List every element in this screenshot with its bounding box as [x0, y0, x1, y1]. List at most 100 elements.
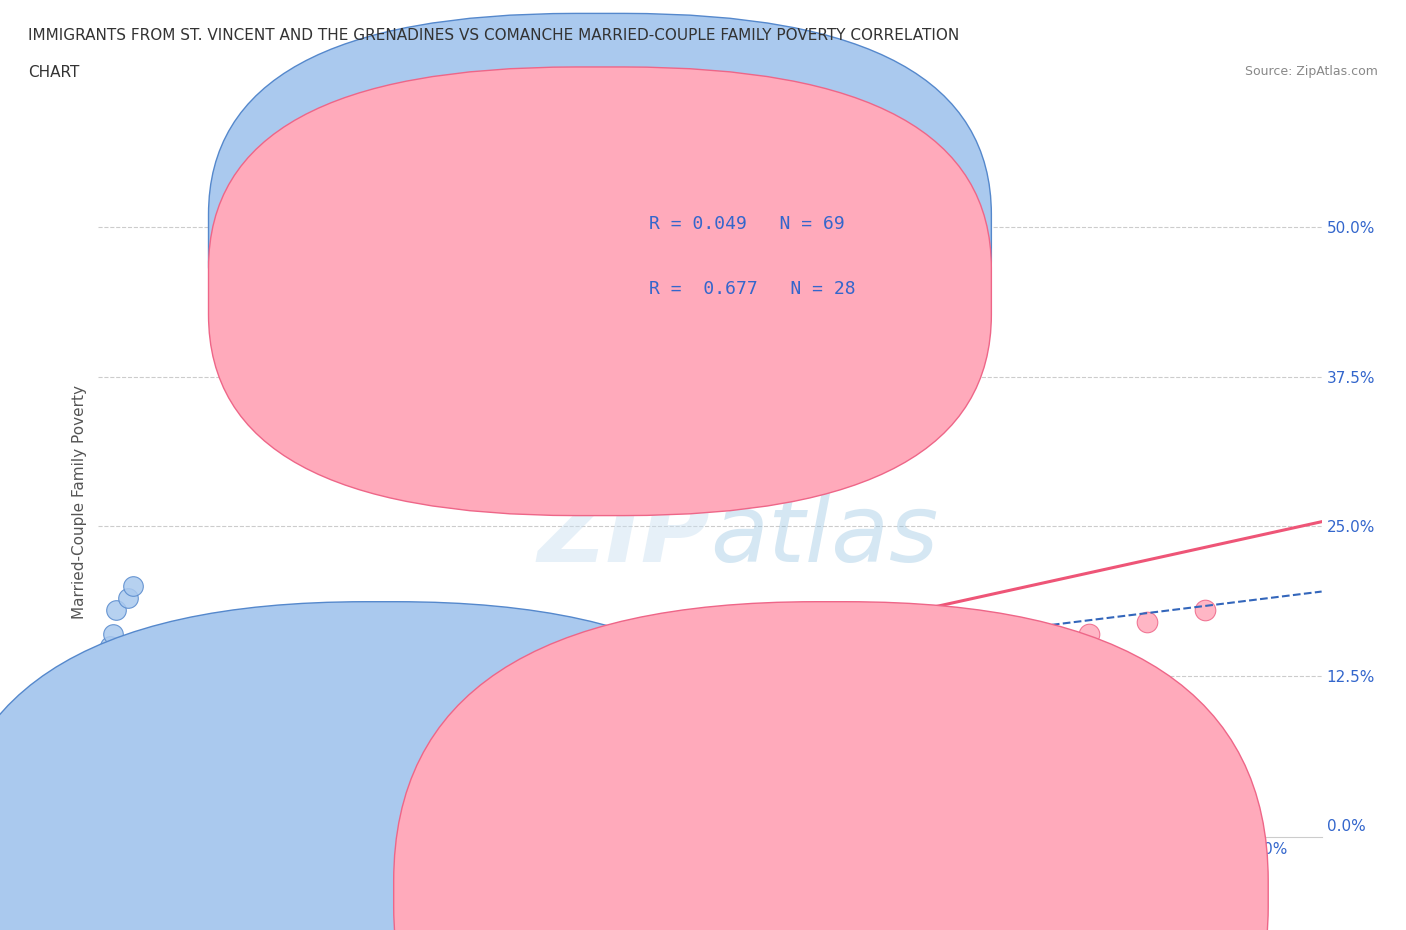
Point: [903, 638, 925, 653]
Point: [960, 662, 983, 677]
Text: Immigrants from St. Vincent and the Grenadines: Immigrants from St. Vincent and the Gren…: [404, 886, 761, 901]
Point: [96, 793, 118, 808]
Point: [96, 734, 118, 749]
Point: [1136, 615, 1159, 630]
Text: ZIP: ZIP: [537, 490, 710, 581]
Point: [465, 698, 488, 713]
Point: [117, 793, 139, 808]
Point: [136, 710, 159, 724]
Point: [699, 662, 721, 677]
Point: [90, 770, 112, 785]
Point: [108, 746, 131, 761]
Point: [120, 782, 142, 797]
Point: [728, 662, 751, 677]
Text: IMMIGRANTS FROM ST. VINCENT AND THE GRENADINES VS COMANCHE MARRIED-COUPLE FAMILY: IMMIGRANTS FROM ST. VINCENT AND THE GREN…: [28, 28, 959, 43]
Point: [128, 746, 150, 761]
Point: [101, 805, 124, 820]
Point: [786, 686, 808, 701]
Point: [932, 650, 955, 665]
Point: [96, 758, 118, 773]
Point: [98, 805, 121, 820]
Point: [93, 734, 115, 749]
Point: [96, 662, 118, 677]
Point: [122, 770, 145, 785]
Point: [117, 758, 139, 773]
Point: [155, 722, 177, 737]
Point: [93, 782, 115, 797]
Point: [815, 650, 838, 665]
Point: [90, 722, 112, 737]
Point: [553, 698, 575, 713]
Text: Comanche: Comanche: [853, 886, 932, 901]
Point: [90, 698, 112, 713]
Point: [114, 722, 136, 737]
Point: [139, 698, 162, 713]
Point: [98, 638, 121, 653]
Y-axis label: Married-Couple Family Poverty: Married-Couple Family Poverty: [72, 385, 87, 619]
Point: [98, 710, 121, 724]
Point: [93, 722, 115, 737]
Point: [90, 805, 112, 820]
Point: [524, 219, 547, 234]
Point: [93, 805, 115, 820]
Point: [90, 793, 112, 808]
Point: [125, 758, 148, 773]
Point: [101, 626, 124, 641]
Point: [93, 746, 115, 761]
Point: [90, 746, 112, 761]
Point: [98, 782, 121, 797]
Point: [117, 722, 139, 737]
Point: [90, 758, 112, 773]
Point: [93, 770, 115, 785]
Point: [131, 734, 153, 749]
Point: [111, 734, 134, 749]
Point: [98, 734, 121, 749]
Point: [98, 758, 121, 773]
Point: [145, 770, 167, 785]
Point: [104, 758, 127, 773]
FancyBboxPatch shape: [208, 13, 991, 462]
Point: [120, 710, 142, 724]
Point: [104, 793, 127, 808]
Point: [204, 746, 226, 761]
Text: R = 0.049   N = 69: R = 0.049 N = 69: [648, 216, 845, 233]
Point: [378, 710, 401, 724]
Point: [163, 686, 186, 701]
Point: [93, 793, 115, 808]
Point: [524, 710, 547, 724]
Point: [145, 674, 167, 689]
Point: [122, 578, 145, 593]
FancyBboxPatch shape: [538, 194, 955, 328]
Point: [437, 674, 460, 689]
Point: [101, 734, 124, 749]
Point: [1077, 626, 1099, 641]
Point: [93, 710, 115, 724]
Point: [104, 603, 127, 618]
Point: [612, 662, 634, 677]
Point: [96, 805, 118, 820]
Text: CHART: CHART: [28, 65, 80, 80]
Point: [96, 710, 118, 724]
Point: [157, 710, 180, 724]
Point: [408, 698, 430, 713]
Point: [160, 698, 183, 713]
Point: [117, 591, 139, 605]
Point: [142, 686, 165, 701]
Point: [134, 722, 156, 737]
Point: [1019, 638, 1042, 653]
Point: [873, 674, 896, 689]
Text: R =  0.677   N = 28: R = 0.677 N = 28: [648, 280, 855, 299]
Point: [93, 698, 115, 713]
Point: [152, 734, 174, 749]
Point: [669, 674, 692, 689]
Point: [96, 782, 118, 797]
Point: [101, 782, 124, 797]
Point: [96, 686, 118, 701]
Point: [90, 734, 112, 749]
Text: Source: ZipAtlas.com: Source: ZipAtlas.com: [1244, 65, 1378, 78]
Point: [149, 662, 172, 677]
Point: [291, 698, 314, 713]
Point: [90, 782, 112, 797]
Point: [93, 758, 115, 773]
Point: [90, 710, 112, 724]
